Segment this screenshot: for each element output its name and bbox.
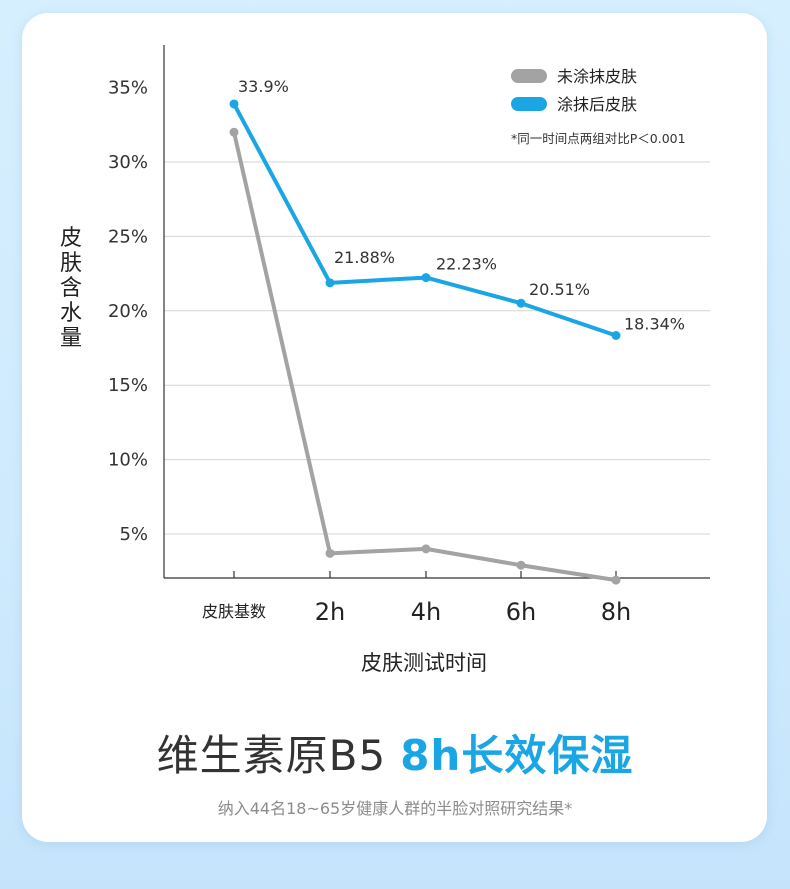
data-label: 33.9% <box>238 77 289 96</box>
headline-accent: 8h长效保湿 <box>400 731 634 780</box>
footnote: 纳入44名18~65岁健康人群的半脸对照研究结果* <box>217 799 573 818</box>
x-tick-label: 6h <box>506 598 536 626</box>
data-point <box>229 99 239 109</box>
content-card <box>22 13 767 842</box>
legend-swatch <box>511 97 547 111</box>
data-label: 18.34% <box>624 315 685 334</box>
line-chart: 5% 10% 15% 20% 25% 30% 35% 皮肤基数 2h 4h 6h 8h 皮肤测试时间 皮肤… <box>60 45 710 675</box>
legend-swatch <box>511 69 547 83</box>
y-tick-label: 35% <box>108 78 148 99</box>
y-tick-label: 30% <box>108 152 148 173</box>
data-point <box>516 298 526 308</box>
y-tick-label: 15% <box>108 375 148 396</box>
data-point <box>516 560 526 570</box>
x-tick-label: 2h <box>315 598 345 626</box>
data-point <box>325 548 335 558</box>
data-label: 20.51% <box>529 280 590 299</box>
x-tick-label: 4h <box>411 598 441 626</box>
data-point <box>611 575 621 585</box>
legend-label: 未涂抹皮肤 <box>557 67 637 86</box>
x-tick-label: 皮肤基数 <box>202 602 266 621</box>
headline-plain: 维生素原B5 <box>156 731 387 780</box>
significance-note: *同一时间点两组对比P＜0.001 <box>511 131 686 146</box>
data-point <box>421 273 431 283</box>
data-point <box>421 544 431 554</box>
x-tick-label: 8h <box>601 598 631 626</box>
y-axis-title: 皮肤含水量 <box>60 226 82 351</box>
data-label: 22.23% <box>436 255 497 274</box>
legend-label: 涂抹后皮肤 <box>557 95 637 114</box>
x-axis-title: 皮肤测试时间 <box>361 651 487 675</box>
y-tick-label: 10% <box>108 450 148 471</box>
y-tick-label: 20% <box>108 301 148 322</box>
data-label: 21.88% <box>334 248 395 267</box>
headline: 维生素原B5 8h长效保湿 <box>0 722 790 783</box>
y-tick-label: 25% <box>108 226 148 247</box>
series-line <box>232 130 618 583</box>
y-tick-label: 5% <box>119 524 148 545</box>
data-point <box>325 278 335 288</box>
data-point <box>229 127 239 137</box>
data-point <box>611 331 621 341</box>
